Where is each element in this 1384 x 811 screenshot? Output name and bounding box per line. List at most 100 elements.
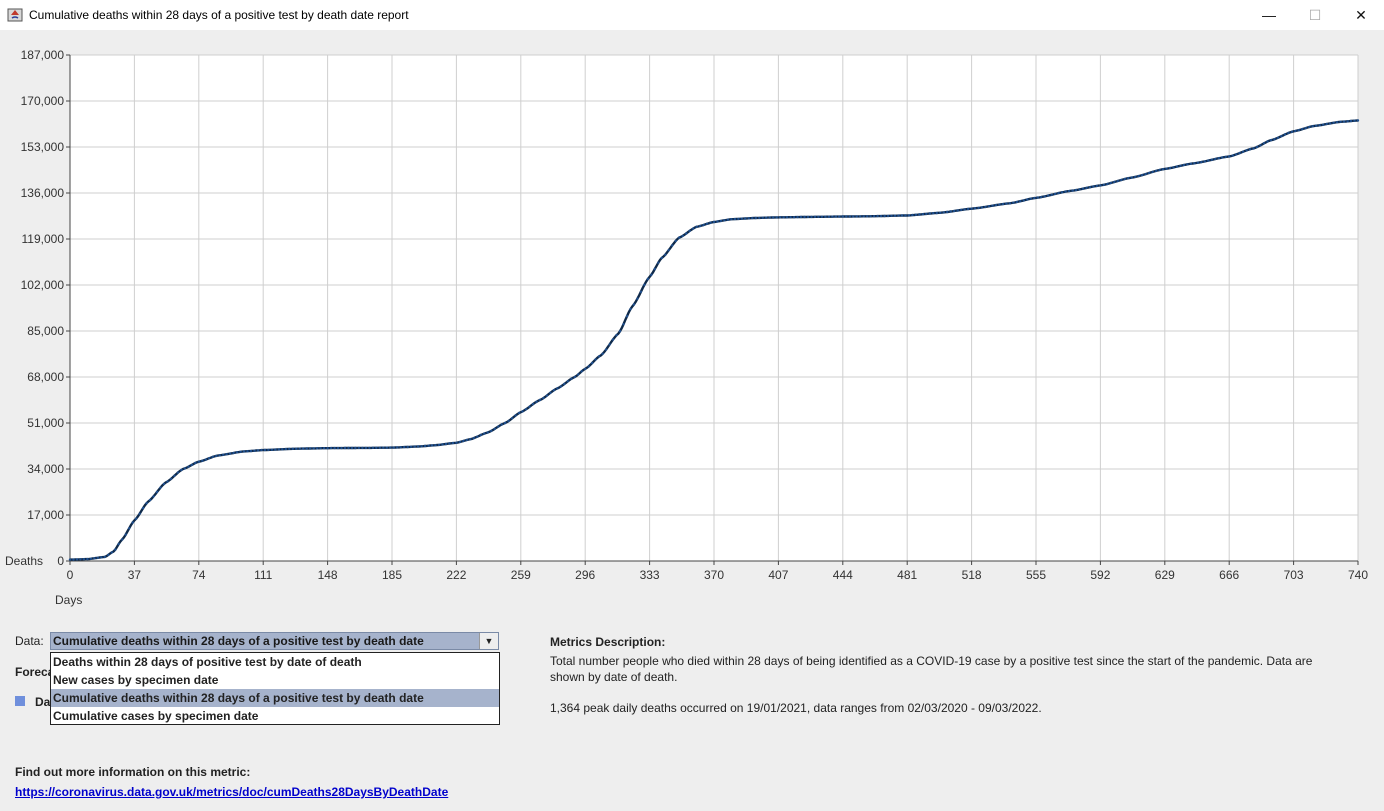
data-point — [350, 446, 354, 450]
dropdown-option-cumulative-deaths[interactable]: Cumulative deaths within 28 days of a po… — [51, 689, 499, 707]
minimize-button[interactable]: — — [1246, 0, 1292, 30]
data-point — [775, 216, 778, 219]
data-point — [1165, 167, 1168, 170]
data-select[interactable]: Cumulative deaths within 28 days of a po… — [50, 632, 499, 650]
data-point — [998, 203, 1001, 206]
data-point — [549, 391, 552, 394]
x-tick-label: 666 — [1219, 568, 1239, 582]
data-point — [559, 385, 562, 388]
data-point — [778, 216, 782, 219]
data-point — [427, 444, 430, 447]
data-point — [469, 438, 472, 441]
data-point — [201, 459, 204, 462]
data-point — [180, 468, 183, 472]
data-point — [375, 446, 378, 449]
data-point — [458, 440, 462, 444]
data-point — [587, 365, 590, 368]
data-point — [1214, 157, 1217, 161]
data-point — [660, 256, 663, 260]
data-point — [347, 446, 350, 450]
data-point — [810, 215, 813, 219]
data-point — [1304, 126, 1308, 130]
dropdown-option-new-cases[interactable]: New cases by specimen date — [53, 673, 219, 687]
data-point — [145, 502, 148, 505]
data-point — [1196, 161, 1200, 164]
close-button[interactable]: ✕ — [1338, 0, 1384, 30]
maximize-button[interactable]: ☐ — [1292, 0, 1338, 30]
data-point — [1200, 160, 1203, 164]
data-point — [1329, 122, 1332, 125]
data-point — [302, 447, 305, 450]
metric-doc-link[interactable]: https://coronavirus.data.gov.uk/metrics/… — [15, 785, 449, 799]
data-point — [921, 213, 925, 216]
data-point — [235, 451, 239, 454]
maximize-icon: ☐ — [1308, 6, 1322, 23]
data-point — [368, 446, 371, 450]
data-point — [204, 458, 207, 461]
data-point — [406, 445, 409, 449]
data-point — [1182, 163, 1186, 167]
data-point — [211, 455, 214, 459]
data-point — [162, 482, 166, 486]
data-point — [124, 533, 127, 536]
data-point — [1161, 168, 1165, 171]
data-point — [1168, 166, 1172, 170]
data-point — [1175, 165, 1179, 168]
axes — [66, 54, 1359, 565]
data-point — [270, 448, 274, 451]
data-point — [1092, 185, 1095, 188]
data-point — [723, 219, 726, 222]
data-point — [803, 215, 806, 219]
data-point — [1012, 201, 1015, 204]
data-point — [281, 448, 284, 451]
data-point — [685, 232, 688, 235]
y-tick-label: 17,000 — [27, 508, 64, 522]
data-point — [1346, 120, 1349, 123]
data-point — [1332, 121, 1335, 125]
data-point — [991, 204, 994, 207]
data-point — [538, 398, 542, 402]
data-point — [664, 253, 667, 256]
y-tick-label: 68,000 — [27, 370, 64, 384]
dropdown-option-cumulative-cases[interactable]: Cumulative cases by specimen date — [53, 709, 259, 723]
data-point — [751, 216, 754, 220]
data-point — [194, 461, 197, 465]
data-point — [726, 218, 730, 221]
data-point — [918, 213, 921, 216]
data-point — [155, 490, 159, 494]
data-point — [382, 446, 385, 449]
data-point — [848, 215, 851, 218]
data-point — [785, 216, 789, 219]
data-point — [187, 465, 190, 468]
data-point — [545, 394, 549, 397]
data-point — [371, 446, 375, 449]
data-point — [68, 558, 72, 561]
data-point — [845, 215, 848, 218]
data-point — [1043, 195, 1046, 198]
dropdown-option-deaths-28-days[interactable]: Deaths within 28 days of positive test b… — [53, 655, 362, 669]
data-point — [444, 442, 448, 446]
data-point — [980, 206, 984, 209]
data-point — [792, 216, 796, 219]
data-point — [1116, 179, 1120, 183]
data-point — [914, 213, 918, 216]
data-point — [681, 234, 684, 238]
data-point — [695, 225, 698, 228]
data-point — [1085, 186, 1088, 190]
data-point — [765, 216, 768, 219]
data-point — [455, 441, 458, 444]
data-point — [691, 227, 695, 230]
data-point — [1130, 176, 1133, 179]
data-point — [702, 223, 705, 227]
x-tick-label: 185 — [382, 568, 402, 582]
data-point — [1349, 119, 1353, 123]
data-point — [733, 217, 737, 221]
dropdown-arrow-icon[interactable]: ▼ — [479, 633, 498, 649]
metrics-description: Total number people who died within 28 d… — [550, 654, 1313, 684]
data-point — [1060, 191, 1064, 194]
data-point — [1255, 145, 1259, 149]
data-point — [622, 323, 625, 326]
data-point — [852, 215, 855, 218]
data-point — [79, 558, 82, 561]
data-point — [678, 236, 681, 239]
